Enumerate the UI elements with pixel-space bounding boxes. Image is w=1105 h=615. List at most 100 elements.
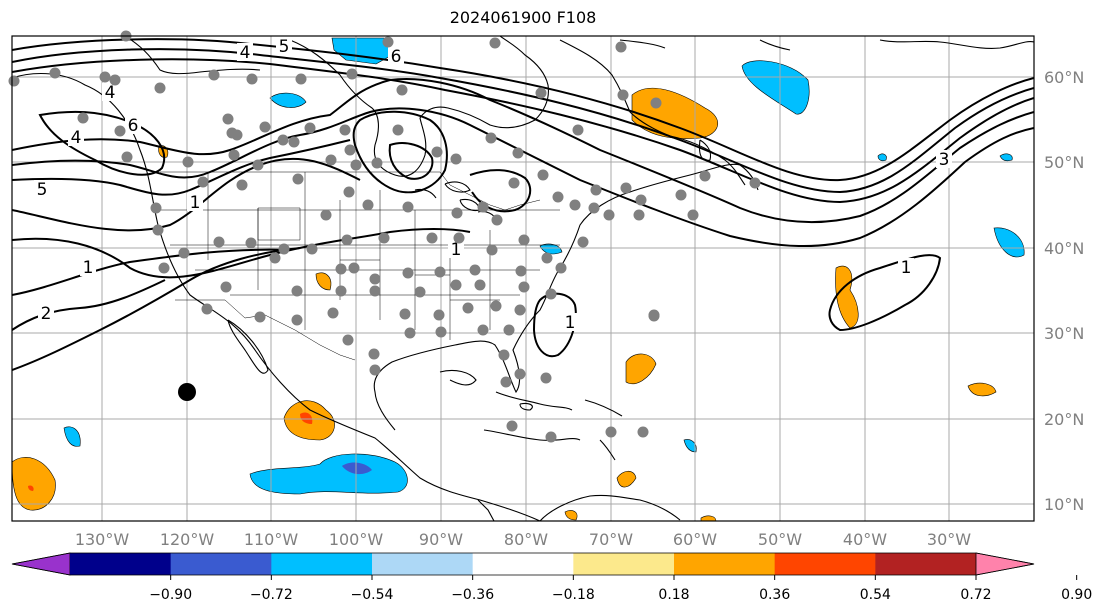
anomaly-blob (539, 243, 563, 255)
lon-label: 90°W (419, 530, 463, 549)
station-dot (399, 308, 411, 320)
colorbar-ticks: −0.90 −0.72 −0.54 −0.36 −0.18 0.18 0.36 0.54 0.7… (149, 575, 1092, 603)
lon-label: 50°W (758, 530, 802, 549)
station-dot (648, 310, 660, 322)
contour-label: 1 (83, 258, 94, 278)
station-dot (335, 285, 347, 297)
station-dot (362, 199, 374, 211)
anomaly-blob (28, 485, 34, 491)
station-dot (269, 252, 281, 264)
contour-label: 6 (128, 116, 139, 136)
station-dot (152, 224, 164, 236)
station-dot (450, 153, 462, 165)
station-dot (453, 232, 465, 244)
station-dot (514, 304, 526, 316)
station-dot (341, 234, 353, 246)
station-dot (114, 125, 126, 137)
station-dot (552, 191, 564, 203)
station-dot (588, 202, 600, 214)
anomaly-blob (331, 37, 393, 65)
station-dot (254, 311, 266, 323)
colorbar-tick-label: 0.36 (759, 587, 790, 603)
lon-label: 130°W (75, 530, 130, 549)
contour-label: 2 (41, 304, 52, 324)
anomaly-blob (269, 92, 307, 108)
station-dot (222, 113, 234, 125)
lat-label: 50°N (1044, 153, 1084, 172)
station-dot (545, 431, 557, 443)
colorbar-tick-label: −0.72 (250, 587, 293, 603)
station-dot (208, 69, 220, 81)
station-dot (650, 97, 662, 109)
station-dot (590, 184, 602, 196)
lon-label: 80°W (504, 530, 548, 549)
station-dot (292, 173, 304, 185)
station-dot (474, 279, 486, 291)
colorbar-tick-label: −0.18 (552, 587, 595, 603)
station-dot (489, 37, 501, 49)
station-dot (369, 273, 381, 285)
station-dot (512, 147, 524, 159)
station-dot (371, 157, 383, 169)
colorbar-tick-label: 0.72 (960, 587, 991, 603)
station-dot (603, 209, 615, 221)
colorbar-tick-label: 0.54 (860, 587, 891, 603)
colorbar-tick-label: −0.36 (451, 587, 494, 603)
station-dot (392, 124, 404, 136)
colorbar-swatch (472, 553, 574, 575)
anomaly-blob (564, 510, 578, 521)
station-dot (295, 73, 307, 85)
station-dot (500, 376, 512, 388)
colorbar-max-extend (975, 552, 1035, 576)
contour-label: 4 (240, 43, 251, 63)
latitude-labels: 60°N 50°N 40°N 30°N 20°N 10°N (1044, 68, 1084, 514)
station-dot (304, 122, 316, 134)
station-dot (150, 202, 162, 214)
contour-label: 4 (105, 83, 116, 103)
contour-label: 3 (939, 150, 950, 170)
station-dot (699, 170, 711, 182)
contour-label: 1 (901, 258, 912, 278)
colorbar-swatch (271, 553, 373, 575)
station-dot (99, 71, 111, 83)
station-dot (158, 262, 170, 274)
anomaly-blob (315, 272, 332, 291)
station-dot (477, 324, 489, 336)
anomaly-blob (683, 439, 697, 453)
lon-label: 100°W (329, 530, 384, 549)
coastlines (12, 36, 1034, 521)
station-dot (433, 309, 445, 321)
station-dot (514, 368, 526, 380)
colorbar-swatch (70, 553, 172, 575)
station-dot (635, 194, 647, 206)
station-dot (121, 151, 133, 163)
station-dot (506, 420, 518, 432)
station-dot (486, 244, 498, 256)
contour-label: 5 (37, 180, 48, 200)
station-dot (469, 264, 481, 276)
station-dot (414, 286, 426, 298)
longitude-labels: 130°W 120°W 110°W 100°W 90°W 80°W 70°W 60°W 50°W… (75, 530, 971, 549)
station-dot (231, 129, 243, 141)
map-title: 2024061900 F108 (449, 8, 597, 27)
station-dot (335, 263, 347, 275)
colorbar-swatch (170, 553, 272, 575)
station-dot (545, 288, 557, 300)
anomaly-blob (249, 453, 408, 495)
station-dot (378, 232, 390, 244)
colorbar-swatch (774, 553, 876, 575)
station-dot (541, 252, 553, 264)
station-markers (8, 30, 761, 443)
station-dot (633, 209, 645, 221)
station-dot (508, 177, 520, 189)
station-dot (451, 207, 463, 219)
contour-label: 4 (71, 128, 82, 148)
lat-label: 30°N (1044, 324, 1084, 343)
contour-label: 6 (391, 47, 402, 67)
station-dot (477, 201, 489, 213)
station-dot (572, 124, 584, 136)
colorbar-tick-label: 0.90 (1061, 587, 1092, 603)
station-dot (154, 82, 166, 94)
station-dot (687, 209, 699, 221)
station-dot (348, 262, 360, 274)
